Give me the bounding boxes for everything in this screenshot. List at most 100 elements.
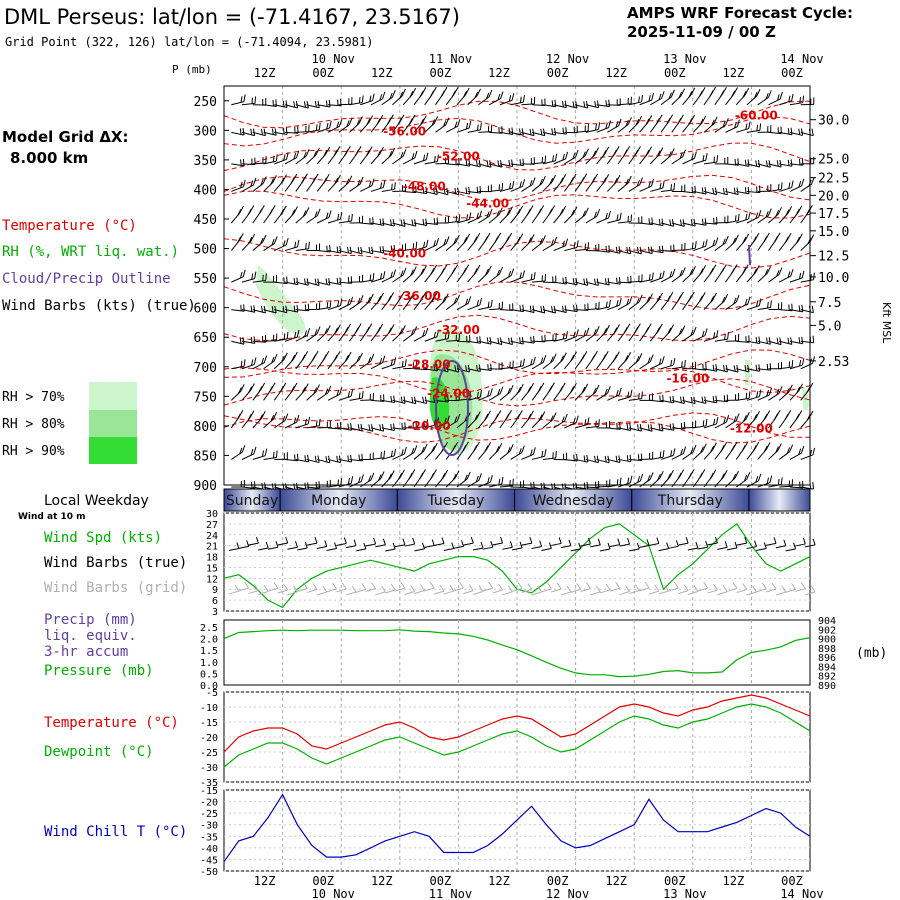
wind-barb-flag <box>335 351 341 359</box>
wind-barb <box>564 281 578 286</box>
wind-barb-flag <box>775 446 779 453</box>
wind-barb-flag <box>594 455 597 463</box>
wind-barb-flag <box>519 272 522 279</box>
wind-barb <box>241 131 255 137</box>
surface-barb-grid-flag <box>273 581 279 589</box>
surface-barb-flag <box>509 541 513 548</box>
wind-barb-flag <box>659 246 661 253</box>
wind-barb <box>800 131 814 137</box>
wind-barb-flag <box>295 150 300 158</box>
contour-label: -12.00 <box>730 421 773 435</box>
wind-barb-flag <box>283 154 286 161</box>
surface-barb-flag <box>275 541 279 548</box>
wind-barb <box>596 104 610 108</box>
wind-barb-flag <box>800 446 805 454</box>
wind-barb <box>800 279 814 283</box>
wind-barb-flag <box>540 128 543 135</box>
wind-barb-flag <box>551 100 554 107</box>
wind-barb <box>532 280 546 283</box>
wind-barb-flag <box>262 234 267 243</box>
wind-barb <box>542 309 556 314</box>
pressure-line <box>223 629 811 678</box>
wind-barb-flag <box>253 446 257 455</box>
wind-barb-flag <box>247 208 252 216</box>
wind-barb <box>628 458 642 461</box>
wind-barb-flag <box>361 391 364 399</box>
wind-barb-flag <box>626 246 629 254</box>
wind-barb-flag <box>759 123 762 131</box>
panel-tick-label: -35 <box>200 778 218 789</box>
wind-barb-flag <box>339 119 343 127</box>
wind-barb-flag <box>379 146 384 155</box>
wind-barb-flag <box>572 278 575 285</box>
surface-barb-true <box>521 542 532 546</box>
wind-barb <box>424 424 438 429</box>
wind-barb-flag <box>516 413 521 421</box>
wind-barb <box>521 184 533 192</box>
wind-barb-flag <box>258 208 263 216</box>
wind-barb <box>607 125 619 133</box>
wind-barb-flag <box>301 177 306 184</box>
wind-barb <box>306 486 320 489</box>
panel-tick-label: -5 <box>206 688 218 699</box>
wind-barb <box>231 186 244 192</box>
wind-barb-flag <box>595 384 600 393</box>
wind-barb-flag <box>682 446 687 454</box>
surface-barb-flag <box>744 536 748 544</box>
wind-barb-flag <box>325 278 328 285</box>
contour-label: -36.00 <box>398 289 441 303</box>
wind-barb-flag <box>496 210 500 217</box>
wind-barb-flag <box>422 187 425 194</box>
wind-barb-flag <box>691 242 694 249</box>
wind-barb-flag <box>347 175 353 183</box>
surface-barb-grid-flag <box>800 582 806 589</box>
wind-barb-flag <box>725 364 728 372</box>
pressure-label: Pressure (mb) <box>44 663 154 679</box>
wind-barb-flag <box>347 391 350 398</box>
wind-barb <box>295 334 308 342</box>
wind-barb-flag <box>237 236 242 243</box>
wind-barb-flag <box>368 424 371 431</box>
wind-barb <box>510 452 523 460</box>
surface-barb-grid <box>765 588 777 593</box>
wind-barb-flag <box>464 474 468 481</box>
wind-barb <box>274 131 288 135</box>
wind-barb-flag <box>508 270 512 278</box>
wind-barb <box>693 190 707 195</box>
wind-barb <box>779 187 792 192</box>
wind-barb <box>757 306 771 311</box>
wind-barb <box>596 217 609 224</box>
wind-barb-flag <box>290 386 295 393</box>
surface-barb-flag <box>646 539 650 546</box>
wind-barb <box>639 185 652 192</box>
height-ticks: 30.025.022.520.017.515.012.510.07.55.02.… <box>810 114 849 370</box>
wind-barb-flag <box>350 423 353 431</box>
surface-barb-flag <box>754 540 757 547</box>
wind-barb-flag <box>431 119 436 126</box>
wind-barb-flag <box>340 478 343 486</box>
wind-barb-flag <box>608 210 611 219</box>
wind-barb <box>757 163 771 168</box>
wind-barb-flag <box>668 151 672 158</box>
wind-barb-flag <box>261 482 264 489</box>
surface-barb-flag <box>714 536 718 544</box>
wind-barb <box>456 219 470 224</box>
wind-barb-flag <box>241 445 246 453</box>
wind-barb <box>510 131 524 136</box>
wind-barb-flag <box>390 423 393 430</box>
wind-barb <box>564 246 578 252</box>
wind-barb-flag <box>529 383 534 391</box>
wind-barb-flag <box>550 415 554 422</box>
wind-barb <box>703 368 717 372</box>
wind-barb-flag <box>799 97 801 104</box>
temperature-contour-labels: -60.00-56.00-52.00-48.00-44.00-40.00-36.… <box>383 109 778 436</box>
wind-barb <box>542 339 556 342</box>
wind-barb <box>489 131 503 134</box>
wind-barb-flag <box>723 293 729 302</box>
wind-barb <box>714 190 728 196</box>
wind-barb-flag <box>446 415 450 423</box>
wind-barb-flag <box>518 128 521 135</box>
wind-barb-flag <box>519 337 521 344</box>
wind-barb <box>499 163 513 168</box>
surface-barb-grid <box>511 587 523 592</box>
